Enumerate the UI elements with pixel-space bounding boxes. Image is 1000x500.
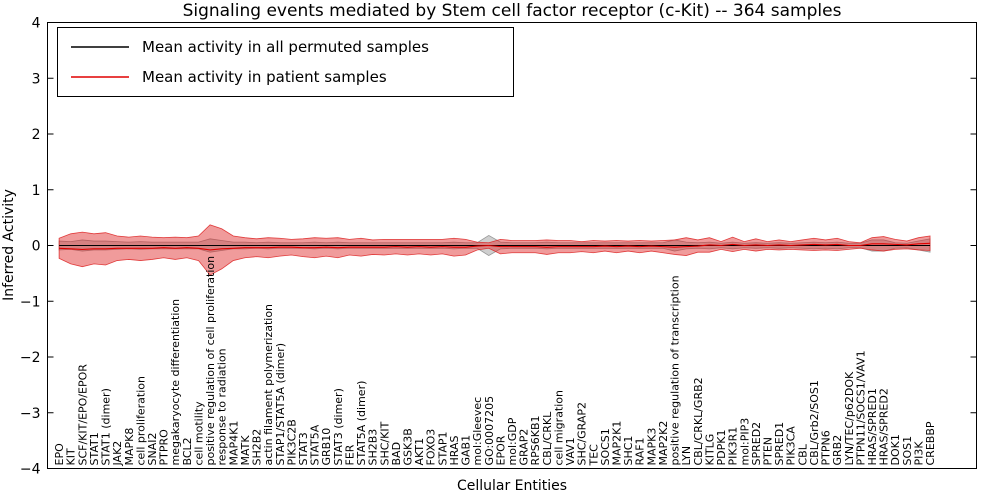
- x-tick-label: PTPN11/SOCS1/VAV1: [854, 350, 867, 465]
- x-tick-label: GRB10: [320, 428, 333, 466]
- x-tick-label: MAP2K1: [611, 421, 624, 466]
- legend: Mean activity in all permuted samples Me…: [57, 27, 514, 97]
- x-tick-label: positive regulation of transcription: [669, 275, 682, 465]
- range-band: [58, 224, 931, 276]
- x-tick-label: SNAI2: [146, 433, 159, 466]
- x-tick-label: cell motility: [192, 401, 205, 466]
- x-tick-label: STAT5A: [309, 424, 322, 465]
- x-tick-label: CBL: [796, 443, 809, 465]
- x-tick-label: GRAP2: [518, 429, 531, 466]
- x-tick-label: RAF1: [634, 437, 647, 465]
- legend-patient-label: Mean activity in patient samples: [142, 68, 387, 86]
- x-tick-label: GAB1: [460, 435, 473, 466]
- y-tick-label: 3: [32, 71, 41, 87]
- x-tick-label: SH2B2: [251, 429, 264, 466]
- x-tick-label: STAP1: [436, 431, 449, 465]
- y-tick-label: 0: [32, 239, 41, 255]
- x-tick-label: PTPN6: [820, 430, 833, 465]
- x-tick-label: PIK3R1: [727, 427, 740, 466]
- x-tick-label: GSK3B: [401, 428, 414, 465]
- x-tick-label: SOCS1: [599, 428, 612, 465]
- x-tick-label: positive regulation of cell proliferatio…: [204, 256, 217, 466]
- x-tick-label: LYN: [680, 446, 693, 466]
- x-tick-label: FER: [343, 444, 356, 465]
- x-tick-label: STAT1: [88, 432, 101, 465]
- x-tick-label: HRAS/SPRED1: [866, 388, 879, 465]
- x-tick-label: SPRED1: [773, 422, 786, 466]
- x-tick-label: MAPK3: [645, 428, 658, 466]
- x-tick-label: BAD: [390, 442, 403, 466]
- x-tick-label: STAT3 (dimer): [332, 388, 345, 465]
- x-tick-label: MAP2K2: [657, 421, 670, 466]
- x-tick-label: GO:0007205: [483, 396, 496, 466]
- x-tick-label: PIK3CA: [785, 426, 798, 466]
- x-tick-label: HRAS/SPRED2: [878, 388, 891, 465]
- x-tick-label: JAK2: [111, 441, 124, 467]
- x-tick-label: MATK: [239, 435, 252, 466]
- y-tick-label: 1: [32, 183, 41, 199]
- x-tick-label: PTEN: [761, 437, 774, 466]
- x-tick-label: VAV1: [564, 437, 577, 465]
- x-tick-label: mol:Gleevec: [471, 397, 484, 466]
- x-tick-label: KITLG: [703, 434, 716, 466]
- y-axis-label: Inferred Activity: [1, 189, 17, 301]
- x-tick-label: CBL/CRKL: [541, 411, 554, 466]
- x-tick-label: FOXO3: [425, 429, 438, 466]
- plot-area: −4−3−2−101234EPOKITSCF/KIT/EPO/EPORSTAT1…: [20, 16, 977, 478]
- x-tick-label: megakaryocyte differentiation: [169, 299, 182, 466]
- x-tick-label: RPS6KB1: [529, 415, 542, 465]
- x-tick-label: CBL/CRKL/GRB2: [692, 377, 705, 465]
- x-tick-label: actin filament polymerization: [262, 304, 275, 466]
- x-tick-label: mol:GDP: [506, 417, 519, 465]
- x-tick-label: HRAS: [448, 436, 461, 466]
- chart-title: Signaling events mediated by Stem cell f…: [183, 1, 842, 21]
- x-tick-label: cell migration: [552, 390, 565, 466]
- x-tick-label: EPOR: [494, 435, 507, 465]
- y-tick-label: 2: [32, 127, 41, 143]
- legend-permuted-label: Mean activity in all permuted samples: [142, 38, 429, 56]
- x-tick-label: CBL/Grb2/SOS1: [808, 380, 821, 465]
- x-tick-label: STAT3: [297, 432, 310, 465]
- x-tick-label: STAT1 (dimer): [100, 388, 113, 465]
- x-tick-label: DOK1: [889, 434, 902, 465]
- x-tick-label: SPRED2: [750, 422, 763, 466]
- x-tick-label: STAT5A (dimer): [355, 381, 368, 466]
- x-tick-label: PI3K: [912, 441, 925, 466]
- x-tick-label: SH2B3: [367, 429, 380, 466]
- x-tick-label: PTPRO: [158, 429, 171, 466]
- x-tick-label: GRB2: [831, 435, 844, 466]
- x-tick-label: SOS1: [901, 436, 914, 466]
- x-tick-label: AKT1: [413, 438, 426, 466]
- x-tick-label: CREBBP: [924, 421, 937, 465]
- x-tick-label: response to radiation: [216, 348, 229, 465]
- x-tick-label: EPO: [53, 443, 66, 466]
- mean-line: [59, 242, 931, 251]
- x-tick-label: SHC1: [622, 436, 635, 466]
- y-tick-label: −1: [20, 294, 41, 310]
- y-tick-label: −4: [20, 462, 41, 478]
- legend-box: [57, 27, 514, 97]
- x-tick-label: SCF/KIT/EPO/EPOR: [76, 364, 89, 466]
- x-axis-label: Cellular Entities: [457, 478, 567, 494]
- x-tick-label: KIT: [65, 448, 78, 465]
- x-tick-label: MAPK8: [123, 428, 136, 466]
- y-tick-label: 4: [32, 16, 41, 32]
- x-tick-label: STAP1/STAT5A (dimer): [274, 343, 287, 466]
- x-tick-label: cell proliferation: [134, 376, 147, 466]
- y-tick-label: −3: [20, 406, 41, 422]
- x-tick-label: MAP4K1: [227, 421, 240, 466]
- x-tick-label: PDPK1: [715, 430, 728, 466]
- x-tick-label: LYN/TEC/p62DOK: [843, 371, 856, 465]
- x-tick-label: PIK3C2B: [285, 419, 298, 465]
- x-tick-label: BCL2: [181, 437, 194, 465]
- y-tick-label: −2: [20, 350, 41, 366]
- x-tick-label: SHC/KIT: [378, 421, 391, 465]
- x-tick-label: SHC/GRAP2: [576, 402, 589, 466]
- x-tick-label: TEC: [587, 444, 600, 467]
- x-tick-label: mol:PIP3: [738, 418, 751, 466]
